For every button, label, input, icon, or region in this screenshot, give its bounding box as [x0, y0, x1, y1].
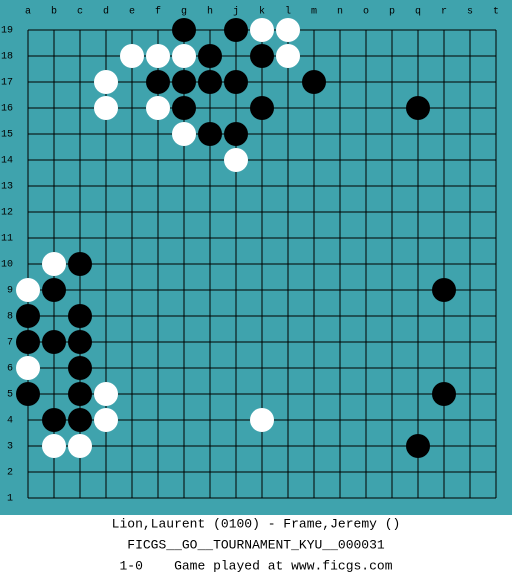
black-stone — [224, 70, 248, 94]
column-label: f — [155, 6, 161, 18]
white-stone — [172, 44, 196, 68]
column-label: k — [259, 6, 265, 18]
column-label: d — [103, 6, 109, 18]
white-stone — [172, 122, 196, 146]
white-stone — [94, 382, 118, 406]
white-stone — [120, 44, 144, 68]
white-stone — [42, 434, 66, 458]
row-label: 1 — [7, 494, 13, 505]
white-stone — [250, 18, 274, 42]
black-stone — [172, 18, 196, 42]
players: Lion,Laurent (0100) - Frame,Jeremy () — [112, 516, 401, 531]
white-stone — [16, 356, 40, 380]
row-label: 11 — [1, 234, 13, 245]
white-stone — [94, 96, 118, 120]
white-stone — [146, 96, 170, 120]
black-stone — [302, 70, 326, 94]
black-stone — [68, 356, 92, 380]
white-stone — [276, 18, 300, 42]
row-label: 14 — [1, 156, 13, 167]
black-stone — [42, 278, 66, 302]
black-stone — [198, 122, 222, 146]
black-stone — [42, 330, 66, 354]
black-stone — [198, 44, 222, 68]
black-stone — [432, 382, 456, 406]
black-stone — [172, 96, 196, 120]
row-label: 12 — [1, 208, 13, 219]
column-label: j — [233, 6, 239, 18]
black-stone — [198, 70, 222, 94]
black-stone — [68, 408, 92, 432]
column-label: t — [493, 7, 499, 18]
event: FICGS__GO__TOURNAMENT_KYU__000031 — [127, 537, 385, 552]
black-stone — [406, 434, 430, 458]
black-stone — [250, 44, 274, 68]
black-stone — [224, 18, 248, 42]
column-label: c — [77, 7, 83, 18]
row-label: 13 — [1, 182, 13, 193]
column-label: e — [129, 7, 135, 18]
row-label: 16 — [1, 104, 13, 115]
white-stone — [250, 408, 274, 432]
white-stone — [94, 70, 118, 94]
black-stone — [16, 330, 40, 354]
black-stone — [224, 122, 248, 146]
black-stone — [68, 304, 92, 328]
black-stone — [250, 96, 274, 120]
white-stone — [68, 434, 92, 458]
white-stone — [146, 44, 170, 68]
column-label: s — [467, 7, 473, 18]
black-stone — [16, 382, 40, 406]
black-stone — [68, 382, 92, 406]
row-label: 18 — [1, 52, 13, 63]
black-stone — [68, 252, 92, 276]
column-label: o — [363, 7, 369, 18]
row-label: 17 — [1, 78, 13, 89]
result: 1-0 Game played at www.ficgs.com — [119, 558, 392, 573]
row-label: 15 — [1, 130, 13, 141]
row-label: 9 — [7, 286, 13, 297]
white-stone — [94, 408, 118, 432]
black-stone — [432, 278, 456, 302]
row-label: 3 — [7, 442, 13, 453]
column-label: b — [51, 6, 57, 18]
white-stone — [42, 252, 66, 276]
column-label: p — [389, 7, 395, 18]
column-label: r — [441, 7, 447, 18]
black-stone — [146, 70, 170, 94]
black-stone — [406, 96, 430, 120]
column-label: m — [311, 7, 317, 18]
column-label: l — [285, 6, 291, 18]
column-label: q — [415, 7, 421, 18]
black-stone — [42, 408, 66, 432]
row-label: 8 — [7, 312, 13, 323]
column-label: g — [181, 7, 187, 18]
row-label: 2 — [7, 468, 13, 479]
row-label: 7 — [7, 338, 13, 349]
stones — [16, 18, 456, 458]
black-stone — [16, 304, 40, 328]
white-stone — [16, 278, 40, 302]
row-label: 6 — [7, 364, 13, 375]
row-label: 19 — [1, 26, 13, 37]
row-label: 4 — [7, 416, 13, 427]
white-stone — [276, 44, 300, 68]
row-label: 10 — [1, 260, 13, 271]
column-label: n — [337, 7, 343, 18]
black-stone — [68, 330, 92, 354]
row-label: 5 — [7, 390, 13, 401]
column-label: a — [25, 7, 31, 18]
black-stone — [172, 70, 196, 94]
white-stone — [224, 148, 248, 172]
column-label: h — [207, 6, 213, 18]
